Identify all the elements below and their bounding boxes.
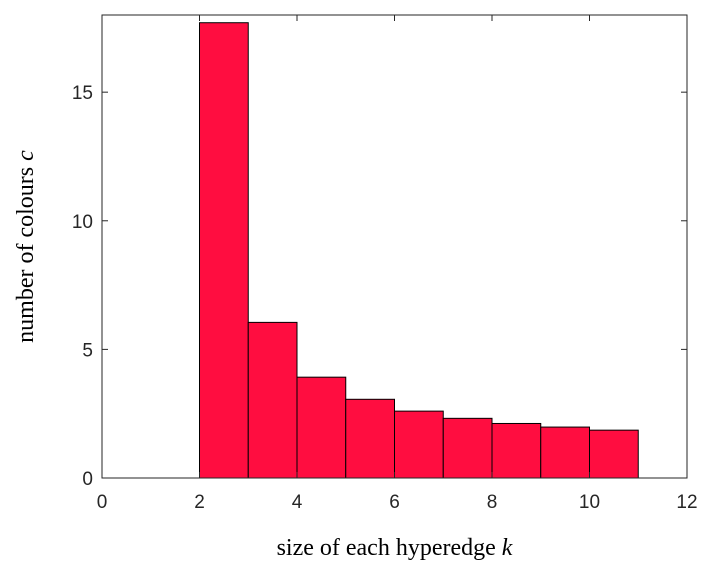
y-axis-title: number of colours c [13,150,39,343]
x-tick-label: 8 [487,492,498,513]
histogram-bar [345,398,395,479]
histogram-bar [540,426,590,479]
y-axis-title-text: number of colours [13,167,39,343]
y-axis-title-variable: c [13,150,39,161]
histogram-bar [296,376,347,479]
x-axis-title-text: size of each hyperedge [277,535,496,561]
x-axis-title-variable: k [502,535,513,561]
y-tick-label: 5 [82,340,93,361]
y-tick-label: 10 [72,212,93,233]
y-tick-labels: 0 5 10 15 [72,83,93,490]
y-tick-label: 15 [72,83,93,104]
x-tick-label: 0 [97,492,108,513]
histogram-bar [491,422,542,479]
histogram-bar [247,321,298,479]
y-tick-label: 0 [82,469,93,490]
histogram-bar [442,417,493,479]
plot-area-frame [101,14,688,479]
histogram-bar [394,410,444,479]
x-axis-title: size of each hyperedge k [277,535,513,561]
histogram-bar [199,22,249,479]
x-tick-label: 4 [292,492,303,513]
x-tick-label: 12 [676,492,697,513]
bars-group [199,22,639,479]
x-tick-label: 10 [579,492,600,513]
x-tick-label: 6 [389,492,400,513]
x-tick-label: 2 [194,492,205,513]
histogram-bar [589,429,639,479]
x-tick-labels: 0 2 4 6 8 10 12 [97,492,698,513]
